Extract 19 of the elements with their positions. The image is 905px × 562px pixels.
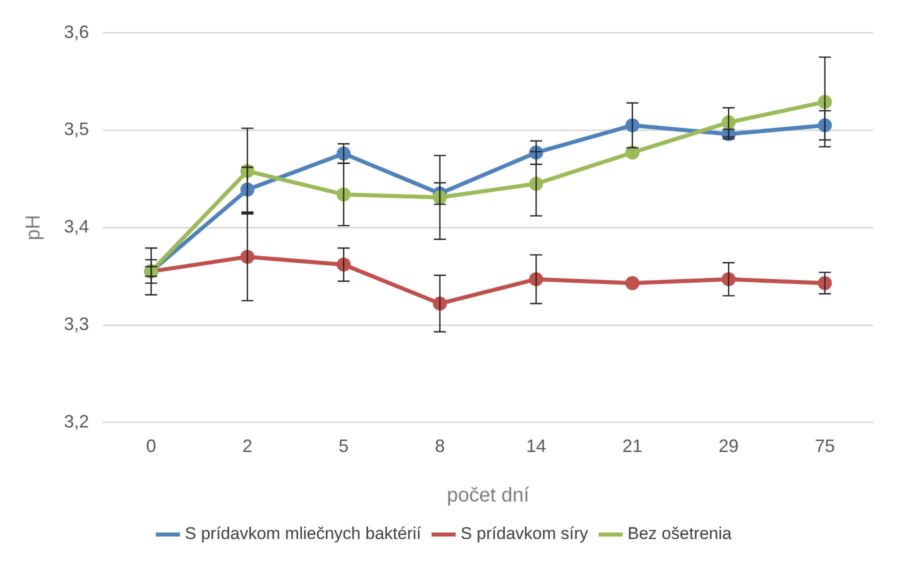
x-tick-label: 0 [146, 436, 156, 456]
x-tick-label: 75 [814, 436, 835, 456]
legend-label: S prídavkom síry [460, 524, 589, 544]
legend-label: S prídavkom mliečnych baktérií [184, 524, 422, 544]
point [625, 276, 640, 290]
x-tick-label: 5 [338, 436, 349, 456]
y-tick-label: 3,3 [64, 314, 90, 334]
x-tick-label: 29 [718, 436, 739, 456]
x-tick-label: 21 [622, 436, 642, 456]
y-tick-label: 3,6 [64, 22, 90, 42]
x-axis-title: počet dní [446, 484, 530, 507]
legend-label: Bez ošetrenia [628, 524, 732, 544]
x-tick-label: 8 [434, 436, 445, 456]
x-tick-label: 2 [242, 436, 252, 456]
y-tick-label: 3,5 [64, 119, 90, 140]
x-tick-label: 14 [526, 436, 546, 456]
y-axis-title: pH [22, 214, 45, 240]
y-tick-label: 3,2 [64, 411, 90, 432]
y-tick-label: 3,4 [64, 216, 90, 237]
